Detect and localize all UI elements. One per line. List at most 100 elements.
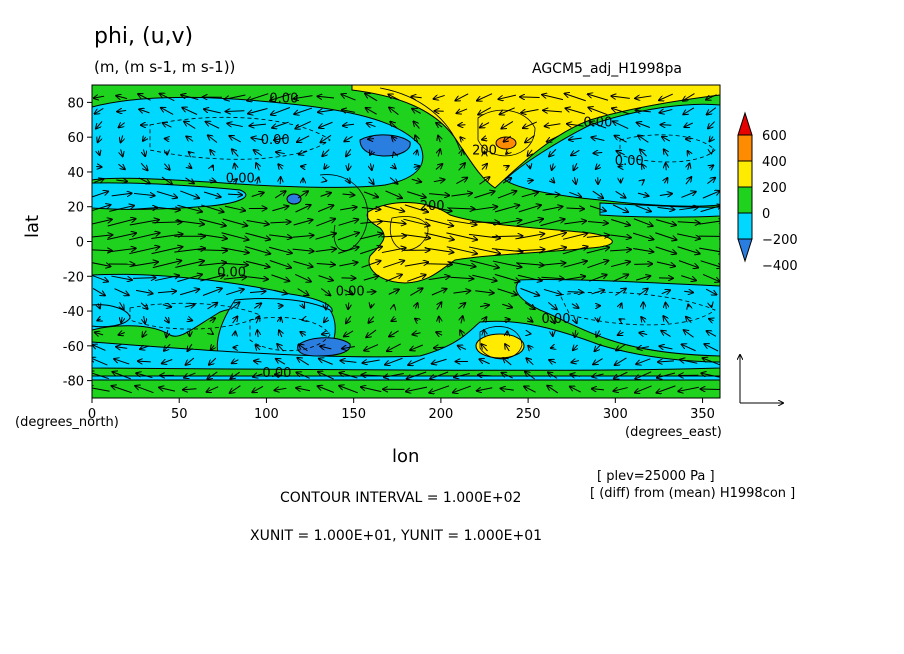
- wind-arrow: [92, 205, 111, 212]
- wind-arrow: [586, 235, 609, 237]
- wind-arrow: [637, 122, 651, 128]
- wind-arrow: [254, 150, 263, 157]
- wind-arrow: [702, 274, 719, 281]
- wind-arrow: [468, 233, 500, 238]
- wind-arrow: [620, 303, 622, 308]
- wind-arrow: [198, 263, 227, 267]
- wind-arrow: [385, 190, 402, 198]
- wind-arrow: [528, 346, 531, 350]
- wind-arrow: [232, 360, 239, 364]
- wind-arrow: [271, 274, 289, 281]
- wind-arrow: [253, 374, 263, 377]
- wind-arrow: [316, 219, 335, 227]
- wind-arrow: [187, 319, 192, 320]
- wind-arrow: [614, 371, 628, 378]
- wind-arrow: [552, 163, 554, 169]
- wind-arrow: [637, 193, 649, 196]
- wind-arrow: [208, 135, 218, 143]
- wind-arrow: [435, 164, 442, 170]
- wind-arrow: [613, 121, 629, 130]
- wind-arrow: [140, 346, 149, 349]
- wind-arrow: [135, 386, 154, 394]
- wind-arrow: [92, 358, 108, 366]
- wind-arrow: [93, 345, 106, 351]
- wind-arrow: [588, 107, 608, 116]
- wind-arrow: [347, 178, 350, 183]
- wind-arrow: [664, 149, 668, 157]
- wind-arrow: [319, 359, 333, 365]
- wind-arrow: [479, 177, 490, 185]
- wind-arrow: [661, 290, 670, 293]
- wind-arrow: [453, 291, 470, 293]
- wind-arrow: [338, 219, 359, 226]
- wind-arrow: [436, 123, 443, 127]
- wind-arrow: [571, 149, 580, 155]
- wind-arrow: [684, 330, 694, 338]
- wind-arrow: [591, 137, 605, 140]
- wind-arrow: [277, 344, 284, 352]
- wind-arrow: [119, 332, 125, 334]
- wind-arrow: [680, 360, 698, 364]
- contour-label: 0.00: [261, 133, 290, 148]
- wind-arrow: [165, 316, 169, 323]
- wind-arrow: [341, 361, 357, 363]
- wind-arrow: [477, 388, 493, 391]
- wind-arrow: [363, 276, 379, 281]
- wind-arrow: [295, 274, 311, 281]
- wind-arrow: [162, 360, 173, 364]
- region-nh-blue-small: [286, 193, 302, 205]
- wind-arrow: [182, 108, 198, 115]
- wind-arrow: [403, 218, 429, 225]
- wind-arrow: [348, 302, 349, 310]
- wind-arrow: [549, 360, 557, 363]
- wind-arrow: [212, 166, 213, 168]
- wind-arrow: [702, 191, 720, 199]
- wind-arrow: [366, 329, 377, 337]
- wind-arrow: [339, 262, 357, 267]
- contour-label: 0.00: [583, 116, 612, 131]
- colorbar-label: 600: [762, 129, 787, 144]
- wind-arrow: [94, 179, 103, 182]
- wind-arrow: [434, 347, 445, 348]
- wind-arrow: [322, 149, 330, 157]
- wind-arrow: [471, 207, 498, 211]
- wind-arrow: [256, 316, 259, 324]
- wind-arrow: [226, 111, 245, 112]
- wind-arrow: [482, 164, 487, 170]
- wind-arrow: [484, 330, 485, 338]
- wind-arrow: [661, 331, 671, 338]
- wind-arrow: [388, 94, 400, 101]
- wind-arrow: [492, 260, 522, 267]
- wind-arrow: [709, 319, 713, 321]
- wind-arrow: [412, 333, 421, 335]
- wind-arrow: [594, 152, 603, 153]
- wind-arrow: [562, 233, 587, 240]
- chart-units: (m, (m s-1, m s-1)): [94, 58, 236, 76]
- wind-arrow: [210, 150, 214, 156]
- wind-arrow: [251, 193, 264, 197]
- wind-arrow: [683, 107, 695, 115]
- x-tick-label: 350: [690, 407, 715, 422]
- wind-arrow: [524, 386, 536, 393]
- contour-label: 0.00: [262, 366, 291, 381]
- wind-arrow: [207, 386, 219, 392]
- wind-arrow: [639, 333, 648, 335]
- wind-arrow: [140, 302, 148, 309]
- wind-arrow: [643, 180, 644, 181]
- wind-arrow: [593, 358, 603, 365]
- wind-arrow: [230, 371, 240, 378]
- wind-arrow: [227, 194, 242, 195]
- wind-arrow: [683, 93, 695, 101]
- x-axis-ticks: 0 50 100 150 200 250 300 350: [88, 398, 715, 422]
- colorbar-swatch: [737, 160, 753, 188]
- wind-arrow: [618, 332, 624, 335]
- wind-arrow: [198, 218, 226, 226]
- y-tick-label: 0: [76, 236, 84, 251]
- wind-arrow: [503, 358, 512, 366]
- wind-arrow: [659, 194, 672, 196]
- colorbar-label: −400: [762, 259, 798, 274]
- wind-arrow: [338, 247, 358, 254]
- wind-arrow: [151, 234, 182, 240]
- wind-arrow: [175, 219, 204, 224]
